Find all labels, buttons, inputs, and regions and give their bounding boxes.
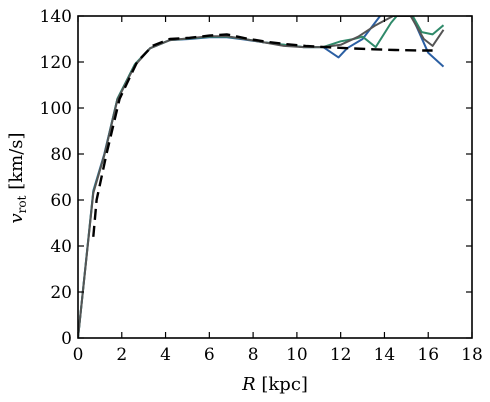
x-tick-labels: 0 2 4 6 8 10 12 14 16 18 <box>73 345 483 365</box>
x-axis-unit: [kpc] <box>256 374 308 395</box>
x-tick-label: 10 <box>286 345 308 365</box>
y-tick-label: 140 <box>40 7 72 27</box>
x-tick-label: 2 <box>116 345 127 365</box>
x-tick-label: 14 <box>374 345 396 365</box>
x-tick-label: 0 <box>73 345 84 365</box>
x-axis-label: R [kpc] <box>241 374 308 395</box>
x-tick-label: 16 <box>417 345 439 365</box>
plot-lines <box>78 16 445 338</box>
x-axis-var: R <box>241 374 256 395</box>
series-line-2 <box>78 16 445 338</box>
y-tick-label: 120 <box>40 53 72 73</box>
y-tick-label: 100 <box>40 99 72 119</box>
y-axis-unit: [km/s] <box>6 132 27 195</box>
y-tick-label: 60 <box>50 191 72 211</box>
y-tick-label: 40 <box>50 237 72 257</box>
series-line-3 <box>78 16 445 338</box>
y-tick-label: 20 <box>50 283 72 303</box>
y-axis-var: v <box>6 213 27 223</box>
x-tick-label: 18 <box>461 345 483 365</box>
x-tick-label: 4 <box>160 345 171 365</box>
x-tick-label: 12 <box>330 345 352 365</box>
y-tick-label: 80 <box>50 145 72 165</box>
axis-ticks <box>77 15 473 339</box>
y-tick-label: 0 <box>61 329 72 349</box>
y-axis-subscript: rot <box>15 195 29 213</box>
x-tick-label: 8 <box>248 345 259 365</box>
series-line-4 <box>92 33 433 237</box>
series-line-1 <box>78 16 445 338</box>
y-axis-label: vrot [km/s] <box>6 132 29 223</box>
plot-frame <box>77 15 473 339</box>
x-tick-label: 6 <box>204 345 215 365</box>
y-tick-labels: 0 20 40 60 80 100 120 140 <box>40 7 72 349</box>
